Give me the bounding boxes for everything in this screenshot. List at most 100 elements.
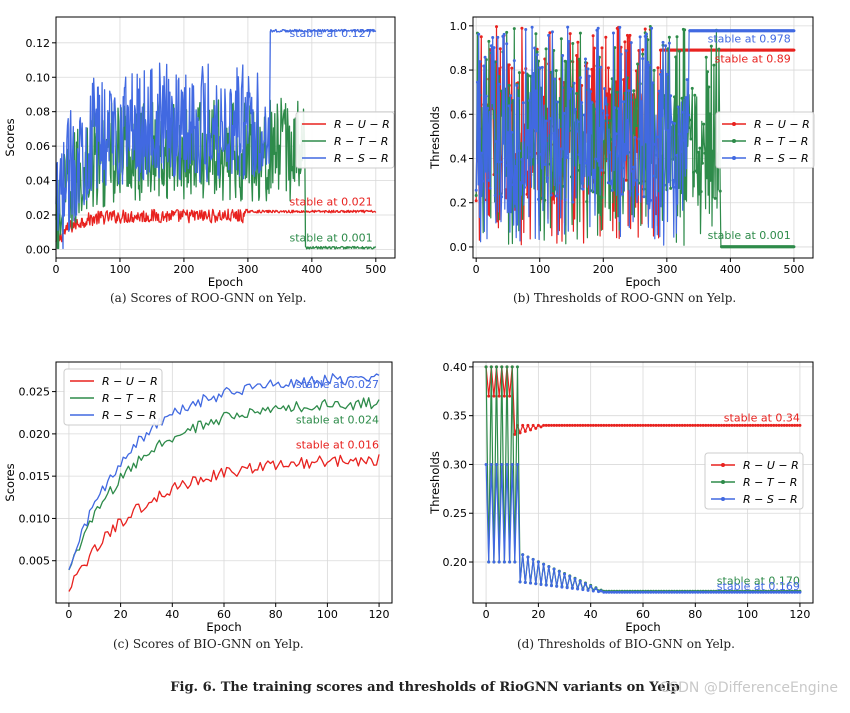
series-point-rsr: [564, 156, 568, 160]
series-point-rsr: [571, 200, 575, 204]
series-point-rsr: [542, 146, 546, 150]
series-point-rsr: [477, 32, 481, 36]
series-point-rsr: [508, 94, 512, 98]
series-point-rtr: [669, 186, 673, 190]
series-point-rsr: [646, 590, 650, 594]
series-point-rur: [722, 423, 726, 427]
x-tick-label: 400: [301, 263, 322, 276]
series-point-rtr: [707, 85, 711, 89]
series-point-rur: [717, 423, 721, 427]
series-point-rur: [667, 423, 671, 427]
caption-b: (b) Thresholds of ROO-GNN on Yelp.: [513, 291, 737, 305]
series-point-rsr: [657, 590, 661, 594]
series-line-rsr: [68, 373, 380, 570]
legend-label-rur: R − U − R: [102, 375, 158, 388]
series-point-rur: [604, 423, 608, 427]
series-point-rtr: [692, 170, 696, 174]
series-point-rur: [591, 34, 595, 38]
series-point-rtr: [544, 47, 548, 51]
series-point-rur: [685, 423, 689, 427]
series-point-rsr: [594, 157, 598, 161]
series-point-rsr: [709, 590, 713, 594]
series-point-rur: [610, 423, 614, 427]
series-point-rsr: [489, 462, 493, 466]
series-point-rtr: [706, 70, 710, 74]
series-point-rtr: [634, 124, 638, 128]
series-point-rsr: [521, 101, 525, 105]
series-point-rur: [795, 423, 799, 427]
series-point-rsr: [659, 590, 663, 594]
legend-box: [715, 111, 815, 169]
series-point-rsr: [653, 142, 657, 146]
legend-marker-rsr: [732, 156, 736, 160]
series-point-rtr: [510, 365, 514, 369]
x-tick-label: 20: [531, 608, 545, 621]
series-point-rsr: [475, 80, 479, 84]
series-point-rtr: [717, 47, 721, 51]
series-point-rsr: [704, 590, 708, 594]
series-point-rsr: [740, 590, 744, 594]
series-point-rsr: [683, 138, 687, 142]
series-point-rsr: [787, 590, 791, 594]
series-point-rsr: [769, 590, 773, 594]
series-point-rsr: [691, 590, 695, 594]
stable-annotation-rsr: stable at 0.027: [296, 378, 379, 391]
series-point-rur: [777, 423, 781, 427]
series-point-rur: [507, 63, 511, 67]
series-point-rtr: [576, 168, 580, 172]
series-point-rsr: [662, 590, 666, 594]
series-point-rur: [617, 423, 621, 427]
series-point-rur: [575, 54, 579, 58]
x-tick-label: 300: [656, 263, 677, 276]
series-point-rsr: [510, 130, 514, 134]
series-point-rsr: [642, 195, 646, 199]
series-point-rur: [568, 32, 572, 36]
series-point-rsr: [628, 189, 632, 193]
series-point-rsr: [581, 588, 585, 592]
series-line-rur: [55, 208, 377, 243]
series-point-rsr: [675, 153, 679, 157]
series-point-rur: [568, 423, 572, 427]
series-point-rur: [581, 423, 585, 427]
series-point-rtr: [641, 52, 645, 56]
series-point-rsr: [515, 83, 519, 87]
legend-label-rur: R − U − R: [334, 118, 390, 131]
series-point-rur: [719, 423, 723, 427]
series-point-rsr: [738, 590, 742, 594]
series-point-rsr: [600, 168, 604, 172]
series-point-rsr: [743, 590, 747, 594]
series-point-rtr: [688, 118, 692, 122]
series-point-rtr: [709, 44, 713, 48]
series-point-rsr: [548, 117, 552, 121]
series-point-rsr: [544, 119, 548, 123]
legend-label-rtr: R − T − R: [102, 392, 156, 405]
series-point-rsr: [655, 153, 659, 157]
series-point-rsr: [505, 42, 509, 46]
series-point-rsr: [667, 590, 671, 594]
series-point-rsr: [539, 152, 543, 156]
series-point-rsr: [618, 25, 622, 29]
series-point-rsr: [487, 178, 491, 182]
series-point-rur: [479, 35, 483, 39]
series-point-rsr: [785, 590, 789, 594]
series-point-rur: [649, 423, 653, 427]
series-point-rtr: [559, 37, 563, 41]
series-point-rur: [544, 423, 548, 427]
series-point-rsr: [586, 67, 590, 71]
y-tick-label: 0.25: [443, 507, 468, 520]
series-point-rsr: [511, 183, 515, 187]
series-point-rsr: [510, 462, 514, 466]
series-point-rur: [560, 423, 564, 427]
x-tick-label: 40: [584, 608, 598, 621]
stable-annotation-rtr: stable at 0.001: [708, 229, 791, 242]
series-point-rsr: [597, 126, 601, 130]
series-point-rur: [600, 46, 604, 50]
series-point-rsr: [795, 590, 799, 594]
y-tick-label: 0.8: [450, 64, 468, 77]
series-point-rsr: [688, 590, 692, 594]
panel-a: stable at 0.127 stable at 0.021 stable at …: [0, 0, 420, 294]
series-point-rsr: [536, 197, 540, 201]
series-point-rsr: [764, 590, 768, 594]
series-point-rtr: [693, 93, 697, 97]
